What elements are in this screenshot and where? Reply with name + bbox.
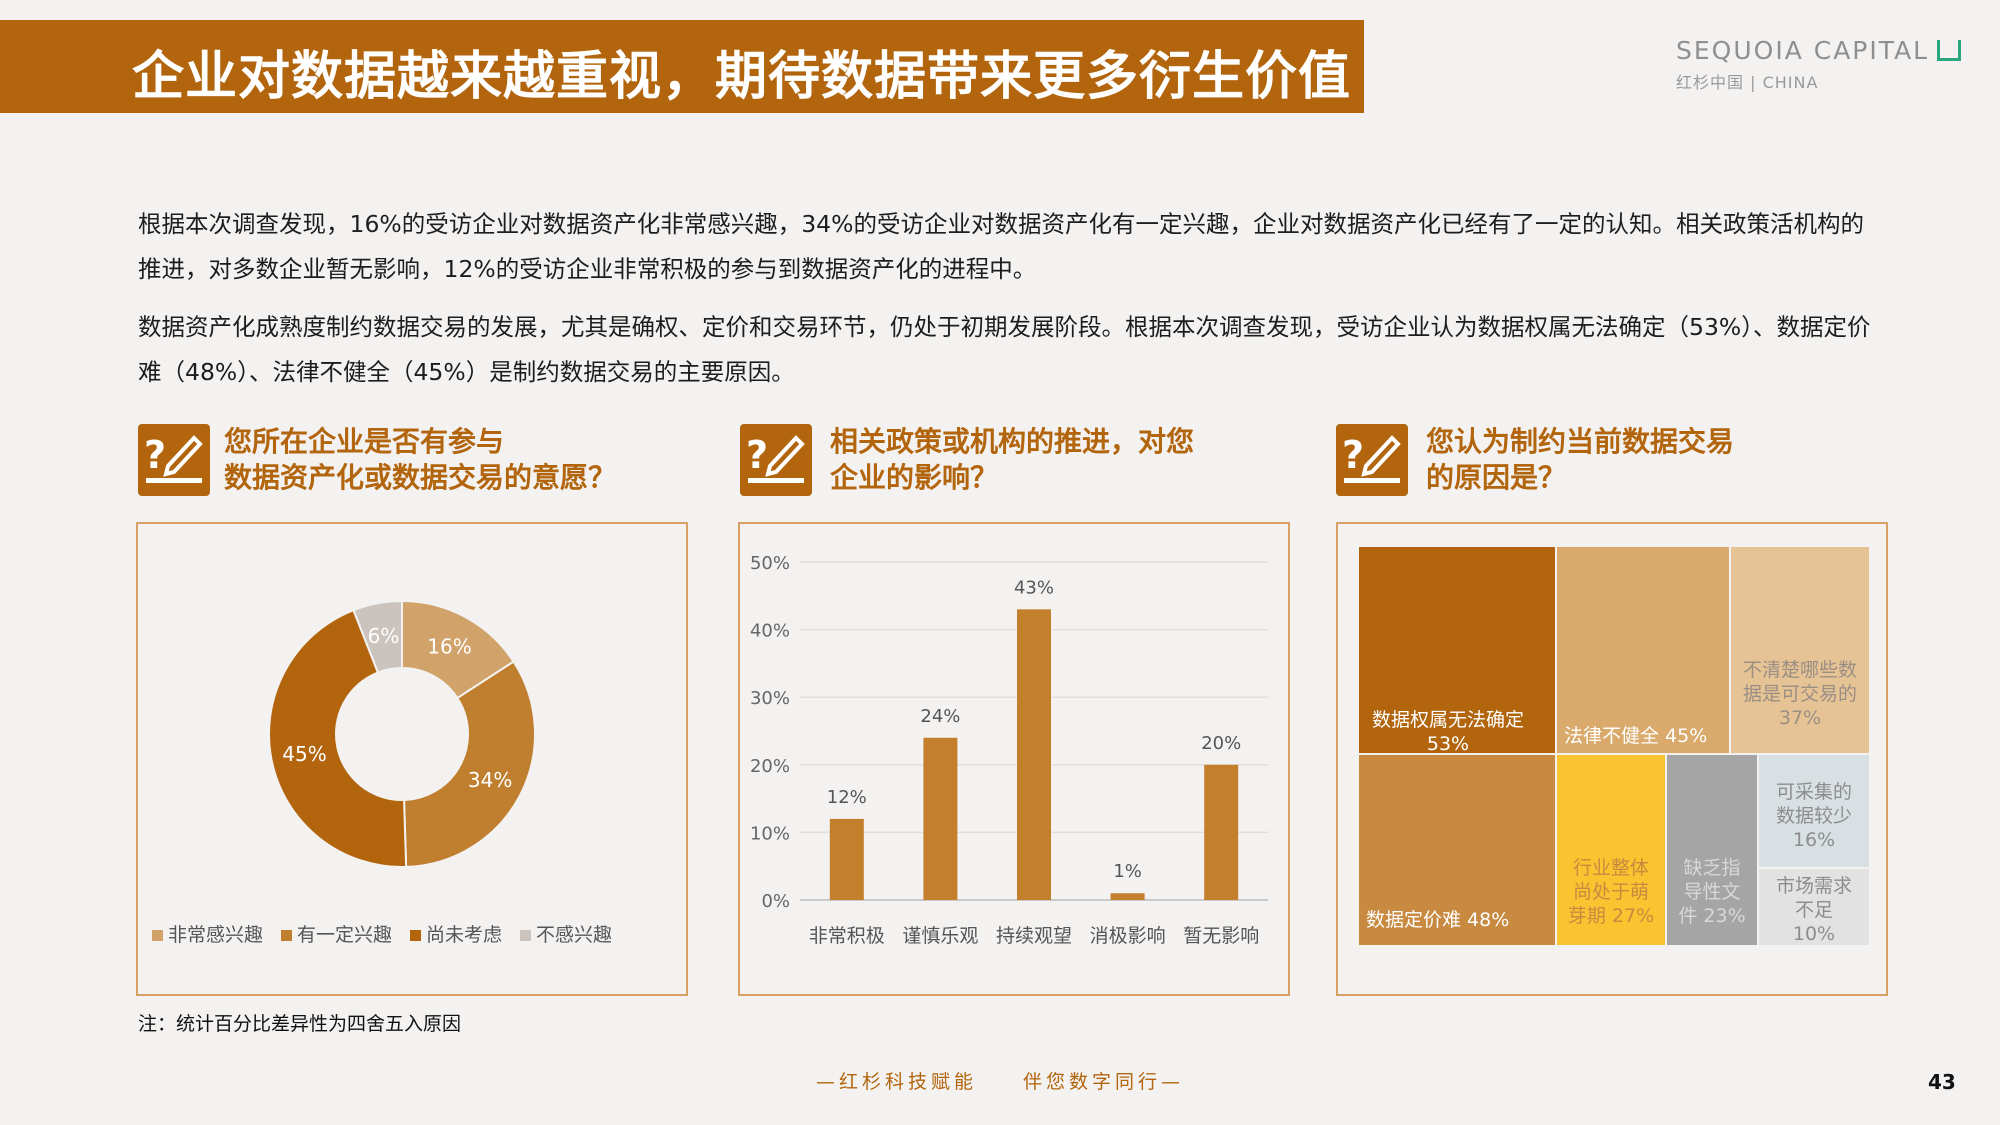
bar-panel: 0% 10% 20% 30% 40% 50% 12% 非常积极 24% 谨慎乐观 43% 持续观望 1%… <box>738 522 1290 996</box>
treemap-panel: 数据权属无法确定 53% 数据定价难 48% 法律不健全 45% 不清楚哪些数 据是可交易… <box>1336 522 1888 996</box>
treemap-label: 37% <box>1779 707 1821 729</box>
logo-mark-icon <box>1937 40 1962 61</box>
donut-value-label: 16% <box>427 635 471 659</box>
intro-paragraph-1: 根据本次调查发现，16%的受访企业对数据资产化非常感兴趣，34%的受访企业对数据… <box>138 210 1864 283</box>
treemap-label: 10% <box>1793 923 1835 945</box>
donut-chart: 16% 34% 45% 6% 非常感兴趣 有一定兴趣 尚未考虑 不感兴趣 <box>152 599 612 946</box>
treemap-label: 据是可交易的 <box>1743 683 1857 705</box>
treemap-label: 件 23% <box>1678 905 1745 927</box>
legend-label: 尚未考虑 <box>426 924 502 946</box>
question-pencil-icon: ? <box>1342 433 1401 483</box>
svg-text:?: ? <box>1342 433 1364 477</box>
x-tick-label: 暂无影响 <box>1183 925 1259 947</box>
bar-value-label: 1% <box>1113 861 1142 882</box>
question-icon: ? <box>1336 424 1408 496</box>
treemap-label: 尚处于萌 <box>1573 881 1649 903</box>
footer-slogan: —红杉科技赋能 伴您数字同行— <box>815 1071 1184 1093</box>
treemap-cell <box>1729 545 1871 755</box>
question-pencil-icon: ? <box>144 433 203 483</box>
bar-value-label: 12% <box>827 787 867 808</box>
treemap-cell <box>1357 545 1557 755</box>
treemap-label: 缺乏指 <box>1683 857 1740 879</box>
y-tick-label: 0% <box>761 891 790 912</box>
legend-label: 有一定兴趣 <box>297 924 392 946</box>
question-title-3: 您认为制约当前数据交易 的原因是？ <box>1426 425 1735 494</box>
treemap-label: 导性文 <box>1683 881 1740 903</box>
bar <box>1110 893 1145 900</box>
treemap-label: 不足 <box>1795 899 1833 921</box>
bar-value-label: 24% <box>920 706 960 727</box>
page-title: 企业对数据越来越重视，期待数据带来更多衍生价值 <box>132 47 1352 107</box>
bar-value-label: 20% <box>1201 733 1241 754</box>
donut-slice <box>352 599 403 674</box>
bar <box>829 818 864 900</box>
bar <box>1017 609 1051 900</box>
treemap-label: 不清楚哪些数 <box>1743 659 1857 681</box>
bar-value-label: 43% <box>1014 577 1054 598</box>
y-tick-label: 50% <box>750 553 790 574</box>
y-tick-label: 10% <box>750 823 790 844</box>
donut-panel: 16% 34% 45% 6% 非常感兴趣 有一定兴趣 尚未考虑 不感兴趣 <box>136 522 688 996</box>
x-tick-label: 非常积极 <box>809 925 885 947</box>
donut-slice <box>403 660 536 868</box>
bar-chart: 0% 10% 20% 30% 40% 50% 12% 非常积极 24% 谨慎乐观 43% 持续观望 1%… <box>750 553 1268 947</box>
treemap-label: 53% <box>1427 733 1469 755</box>
treemap-label: 16% <box>1793 829 1835 851</box>
legend-swatch <box>281 930 292 941</box>
treemap-label: 数据定价难 48% <box>1366 909 1509 931</box>
treemap-label: 法律不健全 45% <box>1564 725 1707 747</box>
x-tick-label: 消极影响 <box>1090 925 1166 947</box>
treemap-cell <box>1357 753 1557 947</box>
treemap-cell <box>1555 753 1667 947</box>
legend-label: 非常感兴趣 <box>168 924 263 946</box>
treemap-cell <box>1757 867 1871 947</box>
svg-text:?: ? <box>746 433 768 477</box>
donut-slice <box>268 608 408 868</box>
donut-value-label: 6% <box>368 624 400 648</box>
footnote: 注：统计百分比差异性为四舍五入原因 <box>138 1013 462 1035</box>
logo-text: SEQUOIA CAPITAL <box>1676 36 1930 65</box>
question-title-1: 您所在企业是否有参与 数据资产化或数据交易的意愿？ <box>224 425 617 494</box>
bar <box>1204 764 1239 900</box>
legend-swatch <box>520 930 531 941</box>
x-tick-label: 持续观望 <box>996 925 1072 947</box>
question-pencil-icon: ? <box>746 433 805 483</box>
legend-label: 不感兴趣 <box>536 924 612 946</box>
treemap-label: 芽期 27% <box>1568 905 1654 927</box>
question-icon: ? <box>138 424 210 496</box>
donut-value-label: 34% <box>468 768 512 792</box>
treemap-label: 行业整体 <box>1573 857 1649 879</box>
x-tick-label: 谨慎乐观 <box>902 925 978 947</box>
y-tick-label: 40% <box>750 621 790 642</box>
svg-text:?: ? <box>144 433 166 477</box>
bar <box>923 737 958 900</box>
treemap-cell <box>1665 753 1759 947</box>
intro-paragraph-2: 数据资产化成熟度制约数据交易的发展，尤其是确权、定价和交易环节，仍处于初期发展阶… <box>138 313 1871 386</box>
treemap-cell <box>1555 545 1731 755</box>
question-title-2: 相关政策或机构的推进，对您 企业的影响？ <box>830 425 1195 494</box>
y-tick-label: 20% <box>750 756 790 777</box>
treemap-label: 可采集的 <box>1776 781 1852 803</box>
treemap-label: 市场需求 <box>1776 875 1852 897</box>
treemap-label: 数据较少 <box>1776 805 1852 827</box>
donut-value-label: 45% <box>282 742 326 766</box>
treemap-label: 数据权属无法确定 <box>1372 709 1524 731</box>
y-tick-label: 30% <box>750 688 790 709</box>
legend-swatch <box>152 930 163 941</box>
legend-swatch <box>410 930 421 941</box>
logo: SEQUOIA CAPITAL 红杉中国 | CHINA <box>1676 36 1962 93</box>
page-number: 43 <box>1928 1070 1956 1094</box>
question-icon: ? <box>740 424 812 496</box>
title-bar: 企业对数据越来越重视，期待数据带来更多衍生价值 <box>0 20 1364 113</box>
logo-subtitle: 红杉中国 | CHINA <box>1676 73 1819 92</box>
